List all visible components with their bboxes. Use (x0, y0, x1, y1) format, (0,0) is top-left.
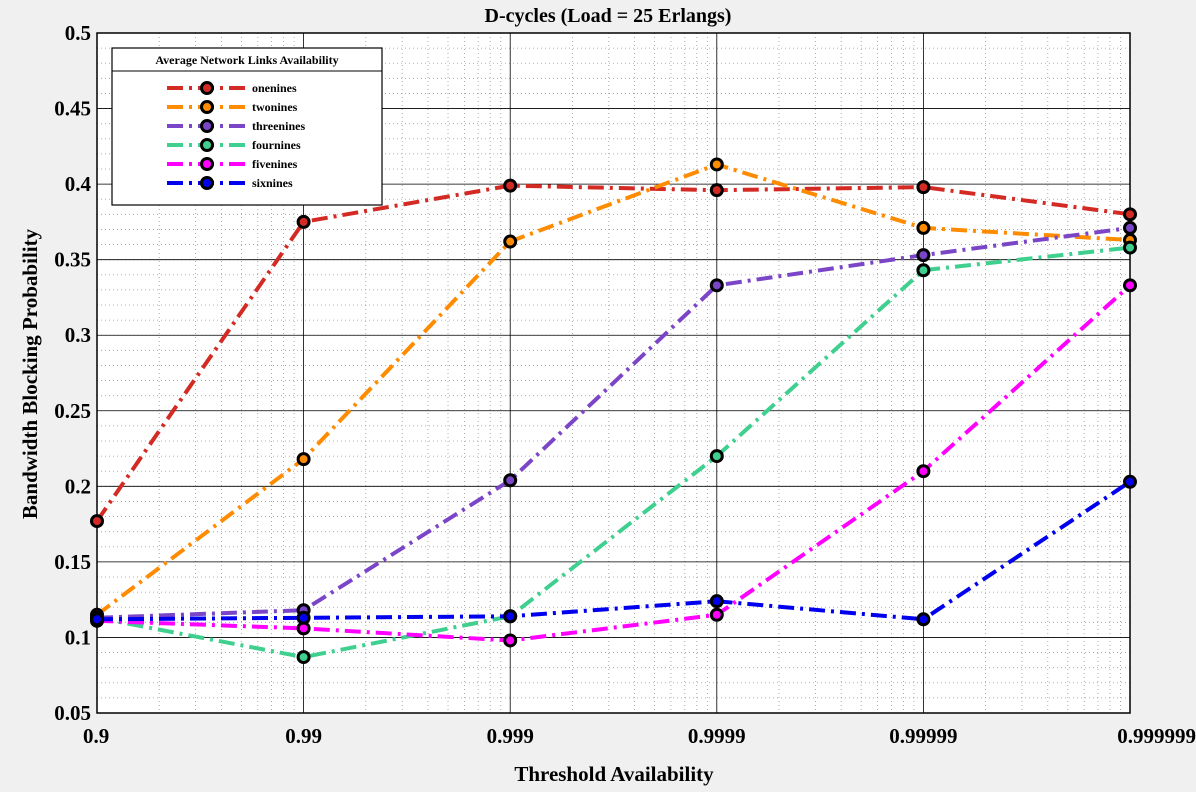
y-tick-label: 0.05 (54, 701, 91, 725)
data-point-twonines (709, 157, 724, 172)
data-point-fournines (296, 650, 311, 665)
legend-item-threenines: threenines (167, 119, 305, 133)
series-sixnines (90, 474, 1137, 627)
x-tick-label: 0.99 (285, 724, 322, 748)
y-axis-ticks: 0.05 0.1 0.15 0.2 0.25 0.3 0.35 0.4 0.45 0.5 (54, 21, 91, 725)
y-tick-label: 0.25 (54, 399, 91, 423)
series-onenines (90, 178, 1137, 529)
legend-swatch-marker (200, 119, 214, 133)
data-point-twonines (503, 234, 518, 249)
data-point-threenines (709, 278, 724, 293)
legend-items: onenines twonines threenines fournines fiven… (167, 81, 305, 190)
series-line-fournines (96, 245, 1131, 660)
data-point-fournines (709, 449, 724, 464)
legend-swatch-marker (200, 157, 214, 171)
data-point-sixnines (503, 609, 518, 624)
data-point-threenines (503, 473, 518, 488)
x-axis-label: Threshold Availability (514, 762, 714, 786)
data-point-sixnines (709, 594, 724, 609)
data-point-fivenines (916, 464, 931, 479)
y-axis-label: Bandwidth Blocking Probability (18, 228, 42, 519)
legend-box (111, 47, 383, 206)
data-point-sixnines (90, 612, 104, 627)
x-tick-label: 0.9999 (688, 724, 746, 748)
y-tick-label: 0.15 (54, 550, 91, 574)
legend-item-fournines: fournines (167, 138, 301, 152)
legend-item-fivenines: fivenines (167, 157, 298, 171)
legend-label: twonines (252, 100, 298, 114)
legend-label: fournines (252, 138, 301, 152)
y-tick-label: 0.1 (65, 625, 91, 649)
data-point-fournines (1123, 240, 1137, 255)
data-point-fivenines (709, 607, 724, 622)
series-line-sixnines (96, 480, 1132, 622)
legend-label: sixnines (252, 176, 293, 190)
legend-item-sixnines: sixnines (167, 176, 293, 190)
series-line-threenines (96, 225, 1131, 620)
plot-frame (96, 32, 1131, 714)
legend-label: threenines (252, 119, 305, 133)
data-point-threenines (916, 248, 931, 263)
data-point-onenines (1123, 207, 1137, 222)
legend-item-twonines: twonines (167, 100, 298, 114)
data-point-onenines (90, 514, 104, 529)
x-tick-label: 0.999999 (1117, 724, 1196, 748)
x-axis-ticks: 0.9 0.99 0.999 0.9999 0.99999 0.999999 (83, 724, 1196, 748)
y-tick-label: 0.35 (54, 248, 91, 272)
legend-swatch-marker (200, 176, 214, 190)
y-tick-label: 0.3 (65, 323, 91, 347)
data-point-onenines (916, 180, 931, 195)
data-point-fivenines (503, 633, 518, 648)
legend-swatch-marker (200, 81, 214, 95)
y-tick-label: 0.5 (65, 21, 91, 45)
series-layer (90, 157, 1137, 665)
x-tick-label: 0.999 (487, 724, 534, 748)
y-tick-label: 0.2 (65, 474, 91, 498)
data-point-sixnines (296, 610, 311, 625)
legend-item-onenines: onenines (167, 81, 297, 95)
data-point-fivenines (1123, 278, 1137, 293)
y-tick-label: 0.45 (54, 97, 91, 121)
data-point-twonines (296, 452, 311, 467)
chart-title: D-cycles (Load = 25 Erlangs) (485, 5, 732, 27)
data-point-twonines (916, 220, 931, 235)
data-point-onenines (709, 183, 724, 198)
series-line-onenines (95, 183, 1131, 523)
data-point-onenines (296, 214, 311, 229)
x-tick-label: 0.99999 (889, 724, 957, 748)
data-point-sixnines (916, 612, 931, 627)
data-point-onenines (503, 178, 518, 193)
x-tick-label: 0.9 (83, 724, 109, 748)
series-line-twonines (95, 162, 1131, 617)
legend-swatch-marker (200, 138, 214, 152)
legend: Average Network Links Availability oneni… (111, 47, 383, 206)
legend-label: onenines (252, 81, 297, 95)
data-point-sixnines (1123, 474, 1137, 489)
legend-label: fivenines (252, 157, 298, 171)
y-tick-label: 0.4 (65, 172, 92, 196)
data-point-threenines (1123, 220, 1137, 235)
legend-swatch-marker (200, 100, 214, 114)
data-point-fournines (916, 263, 931, 278)
legend-title: Average Network Links Availability (155, 53, 338, 67)
